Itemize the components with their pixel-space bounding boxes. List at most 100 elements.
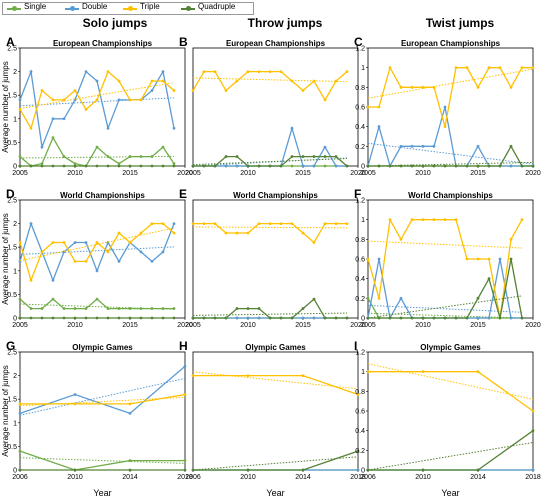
series-line-triple	[193, 374, 359, 396]
data-point-quadruple	[213, 164, 217, 168]
x-tick-label: 2015	[470, 322, 486, 329]
series-line-quadruple	[193, 450, 359, 471]
y-tick-label: 0.8	[355, 237, 365, 244]
data-point-triple	[279, 222, 283, 226]
legend-swatch-marker	[12, 6, 17, 11]
y-tick-label: 0.4	[355, 428, 365, 435]
data-point-double	[117, 259, 121, 263]
data-point-triple	[476, 257, 480, 261]
data-point-triple	[520, 218, 524, 222]
data-point-quadruple	[183, 468, 187, 472]
data-point-quadruple	[487, 277, 491, 281]
data-point-triple	[139, 98, 143, 102]
x-tick-label: 2014	[470, 474, 486, 481]
data-point-triple	[487, 66, 491, 70]
x-axis-label: Year	[266, 488, 284, 498]
data-point-quadruple	[345, 316, 349, 320]
data-point-quadruple	[246, 164, 250, 168]
x-axis-label: Year	[93, 488, 111, 498]
data-point-double	[139, 250, 143, 254]
data-point-single	[40, 307, 44, 310]
data-point-triple	[498, 66, 502, 70]
data-point-quadruple	[224, 155, 228, 158]
x-tick-label: 2005	[360, 322, 376, 329]
y-tick-label: 0	[13, 164, 17, 171]
x-tick-label: 2018	[350, 474, 366, 481]
data-point-triple	[29, 126, 33, 130]
panel-letter: B	[179, 35, 188, 49]
data-point-single	[40, 162, 44, 166]
panel-title: Olympic Games	[245, 343, 306, 352]
data-point-quadruple	[172, 164, 176, 168]
column-title-solo: Solo jumps	[82, 16, 148, 30]
data-point-triple	[202, 222, 206, 226]
data-point-quadruple	[290, 316, 294, 320]
panel-letter: D	[6, 187, 15, 201]
x-tick-label: 2005	[360, 170, 376, 177]
y-tick-label: 2.5	[7, 350, 17, 357]
data-point-quadruple	[366, 316, 370, 320]
data-point-triple	[73, 89, 77, 92]
data-point-quadruple	[476, 296, 480, 300]
data-point-triple	[531, 66, 535, 70]
data-point-quadruple	[388, 316, 392, 320]
data-point-triple	[509, 85, 513, 89]
panel-title: Olympic Games	[420, 343, 481, 352]
plot-frame	[192, 199, 359, 319]
data-point-double	[476, 144, 480, 148]
data-point-single	[51, 297, 55, 301]
data-point-double	[73, 241, 77, 244]
y-tick-label: 1	[13, 420, 17, 427]
data-point-quadruple	[51, 164, 55, 168]
data-point-triple	[84, 107, 88, 111]
y-tick-label: 0.5	[7, 140, 17, 147]
data-point-single	[106, 155, 110, 158]
data-point-triple	[213, 70, 217, 73]
data-point-quadruple	[421, 468, 425, 472]
data-point-quadruple	[279, 316, 283, 320]
data-point-triple	[410, 218, 414, 222]
data-point-single	[73, 307, 77, 310]
data-point-quadruple	[18, 468, 22, 472]
data-point-quadruple	[161, 316, 165, 320]
data-point-triple	[95, 241, 99, 244]
plot-frame	[192, 351, 359, 471]
trendline-quadruple	[367, 441, 534, 471]
data-point-triple	[246, 231, 250, 235]
x-axis-label: Year	[441, 488, 459, 498]
plot-frame	[367, 351, 534, 471]
x-tick-label: 2005	[185, 170, 201, 177]
panel-title: European Championships	[401, 39, 501, 48]
data-point-double	[399, 296, 403, 300]
data-point-double	[410, 144, 414, 148]
data-point-quadruple	[18, 316, 22, 320]
data-point-quadruple	[18, 164, 22, 168]
y-tick-label: 2.5	[7, 46, 17, 53]
data-point-double	[257, 316, 261, 320]
data-point-single	[323, 164, 327, 168]
data-point-triple	[345, 70, 349, 73]
data-point-triple	[246, 70, 250, 73]
data-point-triple	[443, 125, 447, 129]
data-point-triple	[290, 222, 294, 226]
data-point-quadruple	[520, 316, 524, 320]
data-point-triple	[40, 250, 44, 254]
data-point-triple	[421, 218, 425, 222]
data-point-quadruple	[443, 316, 447, 320]
data-point-triple	[454, 218, 458, 222]
data-point-double	[62, 117, 66, 121]
series-line-triple	[192, 70, 348, 102]
trendline-triple	[192, 226, 348, 229]
trendline-triple	[192, 371, 359, 390]
series-line-quadruple	[368, 144, 533, 167]
data-point-double	[117, 98, 121, 102]
y-tick-label: 1.2	[355, 198, 365, 205]
data-point-single	[62, 307, 66, 310]
data-point-triple	[235, 231, 239, 235]
data-point-single	[106, 307, 110, 310]
data-point-triple	[301, 231, 305, 235]
y-axis-label: Average number of jumps	[1, 365, 10, 456]
data-point-quadruple	[73, 164, 77, 168]
data-point-triple	[421, 85, 425, 89]
y-tick-label: 1	[361, 65, 365, 72]
